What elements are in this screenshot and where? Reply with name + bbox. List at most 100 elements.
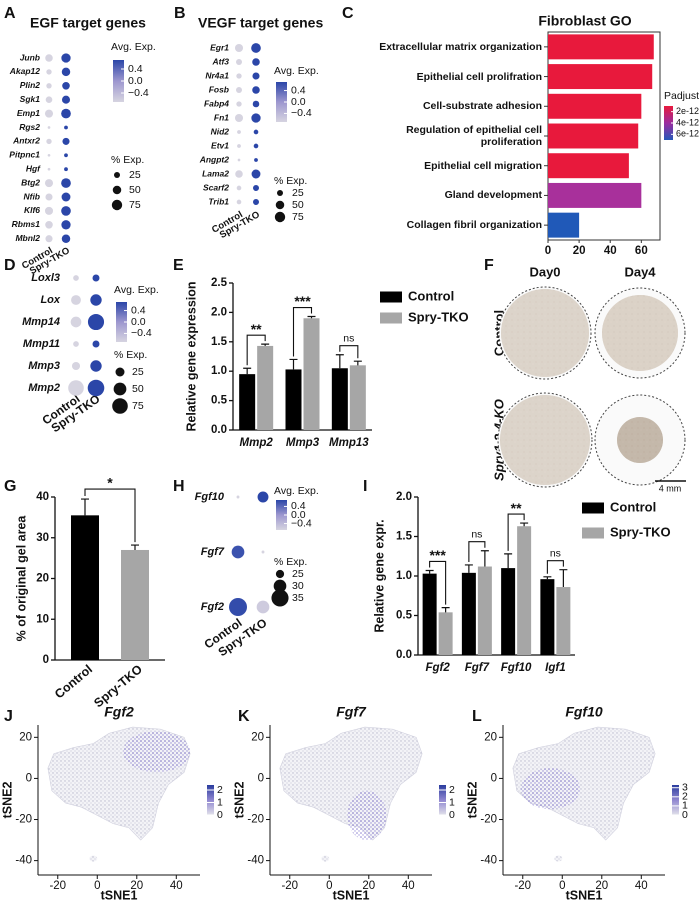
dot (229, 598, 247, 616)
colorbar (439, 785, 446, 815)
dot (61, 234, 71, 243)
size-legend-label: 25 (132, 366, 144, 378)
gene-label: Akap12 (9, 66, 41, 76)
colorbar-tick-label: 0.0 (128, 75, 143, 87)
x-tick-label: Mmp2 (240, 437, 274, 449)
cell-cloud (321, 855, 330, 862)
x-tick-label: 20 (362, 880, 375, 892)
y-tick-label: 0.0 (211, 424, 227, 436)
significance-bracket (339, 345, 359, 359)
colorbar-tick-label: 0.0 (291, 96, 306, 108)
colorbar-tick-label: 0 (217, 809, 223, 821)
colorbar-tick-label: −0.4 (128, 87, 149, 99)
expressing-cells (122, 731, 191, 773)
y-tick-label: 0 (26, 772, 32, 784)
y-tick-label: 2.5 (211, 277, 228, 289)
dot (45, 193, 53, 201)
x-tick-label: -20 (49, 880, 66, 892)
error-bar (480, 550, 489, 567)
x-axis-label: tSNE1 (566, 888, 603, 902)
dot (64, 125, 68, 130)
gel-tint (617, 417, 663, 463)
error-bar (464, 564, 473, 573)
y-tick-label: 1.5 (396, 531, 413, 543)
gene-label: Antxr2 (12, 136, 40, 146)
dot (61, 95, 71, 104)
dot (46, 138, 52, 145)
gene-label: Sgk1 (20, 94, 41, 104)
colorbar (672, 785, 679, 815)
legend-swatch (582, 502, 604, 514)
bar (285, 369, 302, 430)
dot (236, 73, 242, 79)
y-tick-label: 0.0 (396, 649, 412, 661)
error-bar (504, 553, 513, 569)
category-label-box: Epithelial cell migration (424, 160, 542, 172)
significance-bracket (246, 334, 266, 366)
panel-label: C (342, 5, 354, 22)
size-legend-dot (273, 579, 287, 593)
y-tick-label: -40 (247, 855, 264, 867)
gene-label: Mmp2 (28, 382, 60, 394)
size-legend-label: 35 (292, 592, 304, 604)
bar (556, 587, 571, 655)
dot (235, 170, 243, 178)
y-tick-label: 20 (484, 731, 497, 743)
gene-label: Rgs2 (19, 122, 40, 132)
gene-label: Mmp11 (23, 338, 60, 350)
significance-label: ns (471, 529, 482, 541)
panel-label: L (472, 708, 482, 725)
bar (239, 374, 256, 430)
legend-title: Avg. Exp. (114, 284, 159, 296)
legend-swatch (582, 527, 604, 539)
category-label: Collagen fibril organization (406, 219, 542, 232)
y-axis-label: tSNE2 (232, 782, 246, 819)
x-tick-label: 40 (635, 880, 648, 892)
error-bar (520, 522, 529, 527)
gene-label: Fgf10 (195, 491, 225, 503)
x-axis-label: tSNE1 (333, 888, 370, 902)
category-label: Regulation of epithelial cell proliferat… (406, 123, 542, 148)
significance-bracket (84, 488, 136, 543)
panel-title: VEGF target genes (198, 15, 323, 31)
bar (548, 93, 642, 119)
legend-title: % Exp. (274, 175, 307, 187)
gene-label: Pitpnc1 (9, 150, 40, 160)
colorbar-tick-label: 4e-12 (676, 117, 699, 127)
dot (236, 199, 242, 205)
significance-label: ** (251, 321, 262, 337)
legend-title: Avg. Exp. (111, 41, 156, 53)
dot (236, 101, 242, 107)
error-bar (353, 360, 362, 366)
legend-label: Control (408, 288, 454, 303)
colorbar-tick-label: 1 (682, 800, 688, 812)
dot (61, 220, 71, 230)
dot (252, 72, 260, 80)
y-tick-label: -20 (247, 814, 264, 826)
bar (461, 572, 476, 655)
y-tick-label: 1.5 (211, 336, 228, 348)
category-label-box: Extracellular matrix organization (379, 41, 542, 53)
colorbar-tick-label: 1 (449, 796, 455, 808)
bar (331, 368, 348, 430)
size-legend-dot (111, 199, 123, 211)
colorbar-tick-label: 2 (217, 784, 223, 796)
colorbar-tick-label: 0.4 (291, 500, 306, 512)
gene-label: Nfib (23, 191, 40, 201)
category-label: Epithelial cell prolifration (416, 70, 542, 83)
x-tick-label: Mmp3 (286, 437, 320, 449)
gene-label: Scarf2 (203, 182, 229, 192)
dot (47, 167, 51, 171)
dot (236, 87, 242, 93)
gene-label: Rbms1 (12, 219, 41, 229)
dot (237, 130, 241, 134)
y-tick-label: 2.0 (396, 491, 412, 503)
size-legend-label: 25 (292, 568, 304, 580)
error-bar (335, 354, 344, 369)
gel-tint (602, 295, 678, 371)
error-bar (307, 315, 316, 319)
x-tick-label: 20 (595, 880, 608, 892)
expressing-cells (520, 768, 581, 810)
dot (68, 380, 84, 396)
y-tick-label: 0 (491, 772, 497, 784)
